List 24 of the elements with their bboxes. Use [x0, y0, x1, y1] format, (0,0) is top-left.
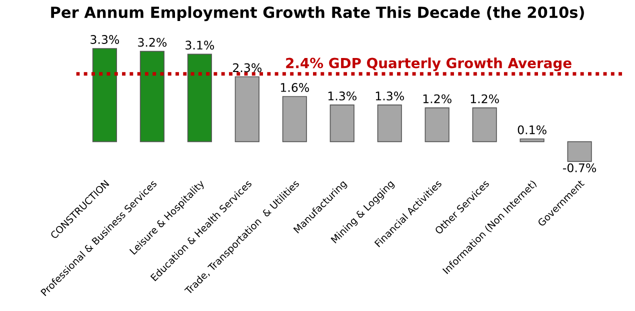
bar	[567, 141, 592, 162]
bar	[140, 50, 164, 142]
ref-line-label: 2.4% GDP Quarterly Growth Average	[286, 58, 572, 72]
bar	[377, 104, 402, 142]
bar	[187, 54, 212, 142]
data-label: -0.7%	[563, 163, 596, 172]
data-label: 3.2%	[138, 38, 167, 47]
data-label: 1.2%	[423, 94, 452, 104]
bar	[330, 104, 354, 142]
bar	[424, 107, 450, 142]
data-label: 1.6%	[280, 83, 309, 92]
bar	[282, 96, 307, 142]
chart-title: Per Annum Employment Growth Rate This Decade (the 2010s)	[51, 6, 584, 22]
data-label: 3.3%	[90, 35, 120, 44]
data-label: 1.3%	[376, 92, 404, 100]
data-label: 3.1%	[186, 40, 214, 50]
bar	[472, 107, 497, 142]
data-label: 1.2%	[470, 94, 499, 104]
data-label: 0.1%	[518, 125, 546, 134]
bar	[92, 48, 117, 142]
bar	[520, 138, 544, 142]
data-label: 2.3%	[233, 63, 262, 72]
bar	[234, 76, 260, 142]
data-label: 1.3%	[328, 92, 356, 100]
